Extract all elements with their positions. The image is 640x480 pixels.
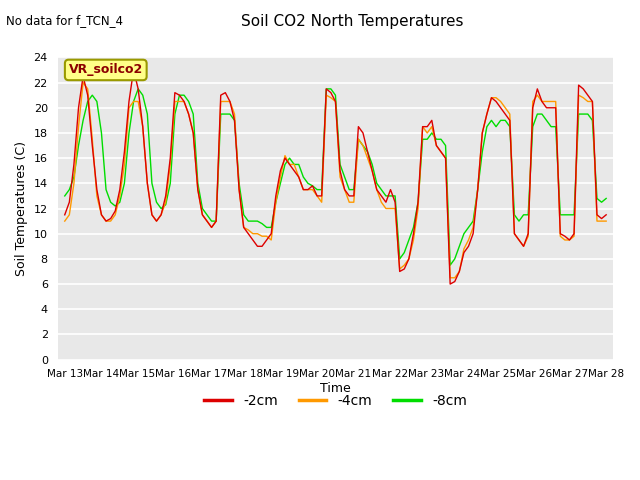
Text: Soil CO2 North Temperatures: Soil CO2 North Temperatures [241,14,463,29]
Text: No data for f_TCN_4: No data for f_TCN_4 [6,14,124,27]
Text: VR_soilco2: VR_soilco2 [68,63,143,76]
Y-axis label: Soil Temperatures (C): Soil Temperatures (C) [15,141,28,276]
Legend: -2cm, -4cm, -8cm: -2cm, -4cm, -8cm [198,388,472,413]
X-axis label: Time: Time [320,382,351,395]
